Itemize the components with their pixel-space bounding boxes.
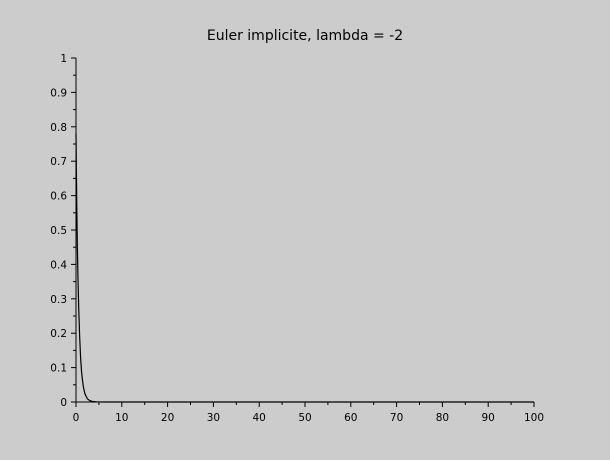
y-tick-label: 0.3 [50, 294, 67, 306]
y-tick-label: 0.6 [50, 191, 67, 203]
series-line-0 [75, 133, 534, 403]
y-tick-label: 0.7 [50, 156, 67, 168]
x-tick-label: 70 [390, 412, 403, 424]
x-tick-label: 30 [207, 412, 220, 424]
x-tick-label: 10 [115, 412, 128, 424]
x-tick-label: 90 [482, 412, 495, 424]
y-tick-label: 0.2 [50, 328, 67, 340]
x-tick-label: 60 [344, 412, 357, 424]
x-tick-label: 40 [253, 412, 266, 424]
x-tick-label: 20 [161, 412, 174, 424]
y-tick-label: 0.5 [50, 225, 67, 237]
x-tick-label: 80 [436, 412, 449, 424]
y-tick-label: 0.8 [50, 122, 67, 134]
x-tick-label: 0 [73, 412, 80, 424]
chart-title: Euler implicite, lambda = -2 [206, 28, 404, 44]
y-tick-label: 1 [60, 53, 67, 65]
y-tick-label: 0.9 [50, 87, 67, 99]
y-tick-label: 0 [60, 397, 67, 409]
x-tick-label: 100 [524, 412, 544, 424]
x-tick-label: 50 [298, 412, 311, 424]
y-tick-label: 0.4 [50, 259, 67, 271]
y-tick-label: 0.1 [50, 363, 67, 375]
